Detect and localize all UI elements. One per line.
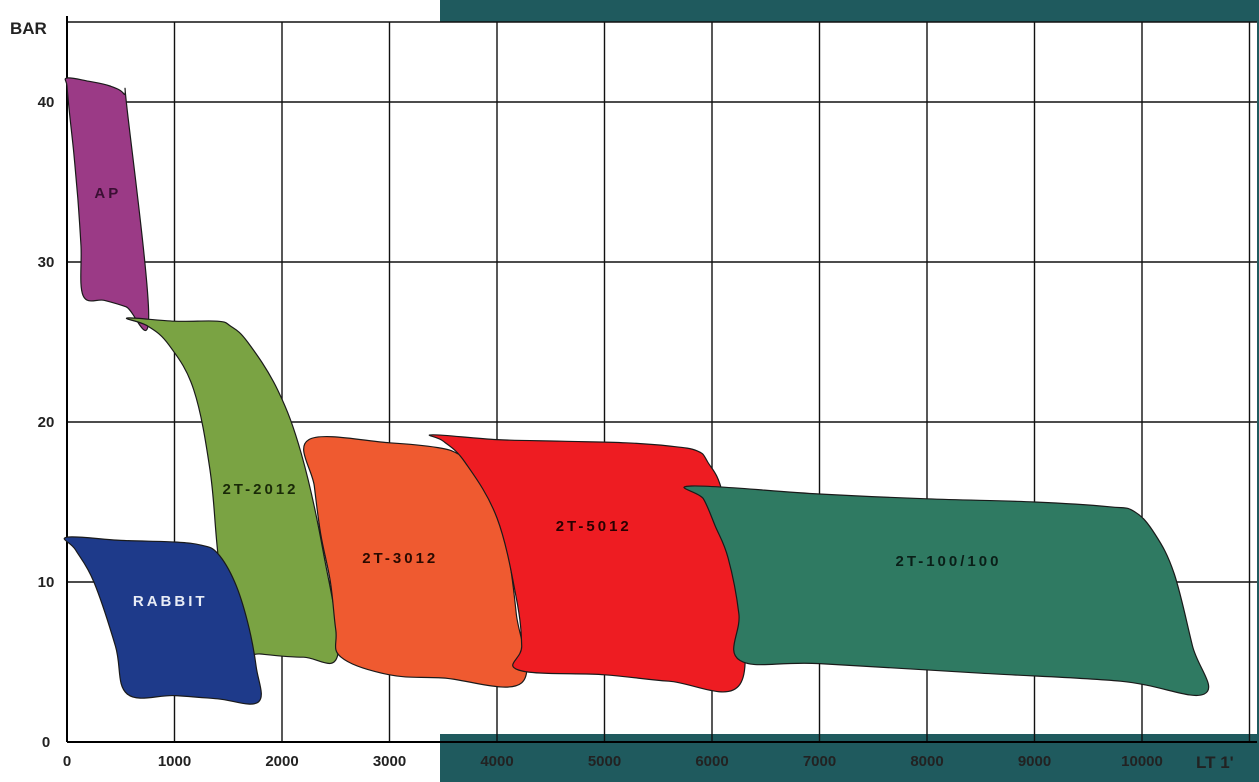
region-2t-5012 xyxy=(428,434,746,693)
y-axis-title: BAR xyxy=(10,19,47,38)
y-tick-20: 20 xyxy=(38,414,55,431)
x-tick-2000: 2000 xyxy=(265,753,298,770)
x-tick-1000: 1000 xyxy=(158,753,191,770)
x-tick-5000: 5000 xyxy=(588,753,621,770)
x-tick-8000: 8000 xyxy=(910,753,943,770)
x-tick-7000: 7000 xyxy=(803,753,836,770)
x-tick-6000: 6000 xyxy=(695,753,728,770)
region-2t-2012 xyxy=(125,317,340,665)
performance-regions xyxy=(63,77,1210,705)
region-rabbit xyxy=(63,536,262,705)
axis-ticks: 0 1000 2000 3000 4000 5000 6000 7000 8000 9000 100… xyxy=(38,94,1163,770)
region-label-2t-3012: 2T-3012 xyxy=(362,550,438,567)
x-tick-9000: 9000 xyxy=(1018,753,1051,770)
region-2t-3012 xyxy=(303,435,528,688)
region-label-2t-100-100: 2T-100/100 xyxy=(896,553,1002,570)
region-ap xyxy=(64,77,150,332)
x-tick-0: 0 xyxy=(63,753,71,770)
y-tick-10: 10 xyxy=(38,574,55,591)
x-tick-10000: 10000 xyxy=(1121,753,1163,770)
region-labels: AP 2T-2012 2T-3012 2T-5012 2T-100/100 RABBIT xyxy=(94,185,1002,610)
region-label-ap: AP xyxy=(94,185,121,202)
y-tick-40: 40 xyxy=(38,94,55,111)
x-axis-title: LT 1' xyxy=(1196,753,1234,772)
region-label-rabbit: RABBIT xyxy=(133,593,208,610)
region-label-2t-2012: 2T-2012 xyxy=(222,481,298,498)
region-2t-100-100 xyxy=(683,485,1210,697)
x-tick-4000: 4000 xyxy=(480,753,513,770)
region-label-2t-5012: 2T-5012 xyxy=(556,518,632,535)
y-tick-0: 0 xyxy=(42,734,50,751)
y-tick-30: 30 xyxy=(38,254,55,271)
x-tick-3000: 3000 xyxy=(373,753,406,770)
